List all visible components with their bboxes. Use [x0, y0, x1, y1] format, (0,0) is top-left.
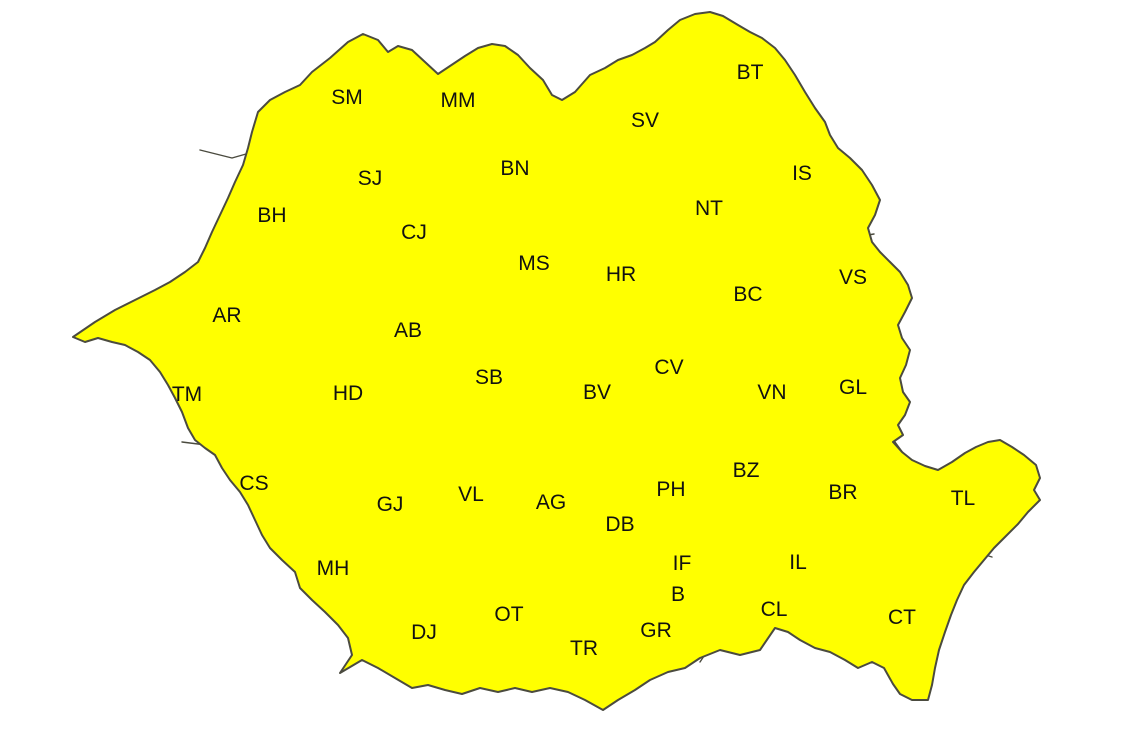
- county-label-BN: BN: [500, 157, 529, 180]
- county-label-CL: CL: [761, 598, 788, 621]
- county-label-AG: AG: [536, 491, 566, 514]
- county-label-AB: AB: [394, 319, 422, 342]
- county-label-IL: IL: [789, 551, 807, 574]
- county-label-BC: BC: [733, 283, 762, 306]
- county-label-BZ: BZ: [733, 459, 760, 482]
- county-label-VS: VS: [839, 266, 867, 289]
- county-label-TL: TL: [951, 487, 976, 510]
- county-label-VL: VL: [458, 483, 484, 506]
- county-label-NT: NT: [695, 197, 723, 220]
- county-label-SM: SM: [331, 86, 363, 109]
- county-label-VN: VN: [757, 381, 786, 404]
- county-label-SB: SB: [475, 366, 503, 389]
- county-label-B: B: [671, 583, 685, 606]
- county-label-CV: CV: [654, 356, 683, 379]
- county-label-AR: AR: [212, 304, 241, 327]
- county-label-TR: TR: [570, 637, 598, 660]
- county-label-CS: CS: [239, 472, 268, 495]
- county-labels: SM MM BT SV SJ BN IS NT BH CJ MS HR BC VS AR AB CV VN GL TM…: [172, 61, 975, 660]
- county-label-HD: HD: [333, 382, 363, 405]
- county-label-OT: OT: [494, 603, 523, 626]
- county-label-DJ: DJ: [411, 621, 437, 644]
- county-label-MH: MH: [317, 557, 350, 580]
- county-label-SJ: SJ: [358, 167, 383, 190]
- county-label-CT: CT: [888, 606, 916, 629]
- county-label-SV: SV: [631, 109, 659, 132]
- county-label-BH: BH: [257, 204, 286, 227]
- county-label-DB: DB: [605, 513, 634, 536]
- county-label-TM: TM: [172, 383, 202, 406]
- county-label-IF: IF: [673, 552, 692, 575]
- county-label-GJ: GJ: [377, 493, 404, 516]
- county-label-GR: GR: [640, 619, 672, 642]
- county-label-BT: BT: [737, 61, 764, 84]
- county-label-MM: MM: [441, 89, 476, 112]
- county-label-BR: BR: [828, 481, 857, 504]
- county-label-HR: HR: [606, 263, 636, 286]
- county-label-PH: PH: [656, 478, 685, 501]
- county-label-IS: IS: [792, 162, 812, 185]
- county-label-BV: BV: [583, 381, 611, 404]
- county-label-GL: GL: [839, 376, 867, 399]
- county-label-MS: MS: [518, 252, 550, 275]
- county-label-CJ: CJ: [401, 221, 427, 244]
